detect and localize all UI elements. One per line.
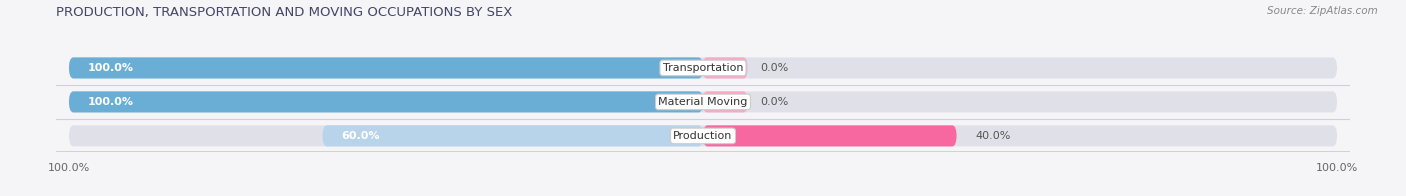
Text: 0.0%: 0.0% bbox=[761, 63, 789, 73]
FancyBboxPatch shape bbox=[322, 125, 703, 146]
Text: Production: Production bbox=[673, 131, 733, 141]
FancyBboxPatch shape bbox=[69, 125, 1337, 146]
Text: Material Moving: Material Moving bbox=[658, 97, 748, 107]
FancyBboxPatch shape bbox=[703, 91, 748, 113]
FancyBboxPatch shape bbox=[69, 57, 1337, 78]
Text: 100.0%: 100.0% bbox=[89, 63, 134, 73]
FancyBboxPatch shape bbox=[69, 91, 1337, 113]
FancyBboxPatch shape bbox=[69, 91, 703, 113]
Text: 40.0%: 40.0% bbox=[976, 131, 1011, 141]
Text: 100.0%: 100.0% bbox=[89, 97, 134, 107]
Text: 60.0%: 60.0% bbox=[342, 131, 380, 141]
Text: PRODUCTION, TRANSPORTATION AND MOVING OCCUPATIONS BY SEX: PRODUCTION, TRANSPORTATION AND MOVING OC… bbox=[56, 6, 513, 19]
Text: Source: ZipAtlas.com: Source: ZipAtlas.com bbox=[1267, 6, 1378, 16]
FancyBboxPatch shape bbox=[703, 125, 956, 146]
Text: Transportation: Transportation bbox=[662, 63, 744, 73]
FancyBboxPatch shape bbox=[69, 57, 703, 78]
Text: 0.0%: 0.0% bbox=[761, 97, 789, 107]
FancyBboxPatch shape bbox=[703, 57, 748, 78]
